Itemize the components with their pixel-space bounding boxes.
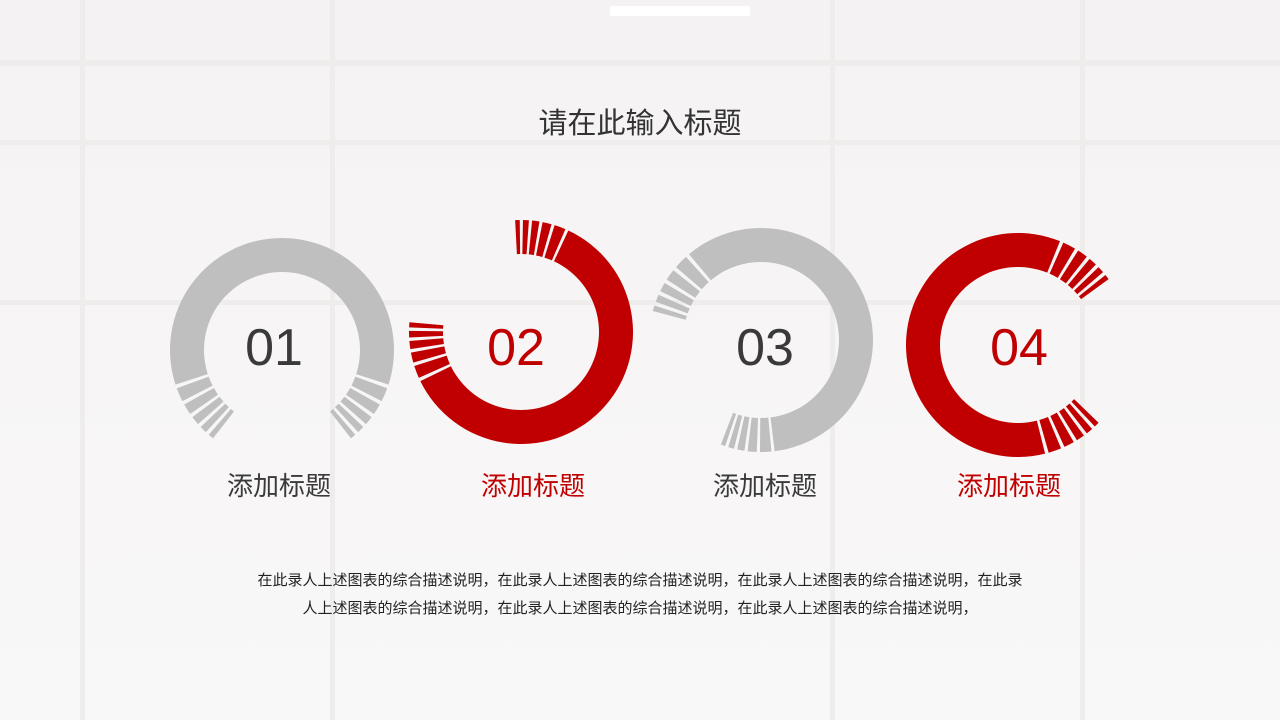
ring-stripe bbox=[536, 222, 552, 257]
ring-stripe bbox=[408, 330, 444, 338]
ring-stripe bbox=[655, 294, 690, 314]
description-line-1: 在此录人上述图表的综合描述说明，在此录人上述图表的综合描述说明，在此录人上述图表… bbox=[257, 571, 1023, 589]
ring-stripe bbox=[335, 403, 364, 433]
ring-stripe bbox=[184, 387, 218, 415]
ring-2 bbox=[408, 220, 633, 445]
ring-stripe bbox=[544, 225, 566, 261]
ring-stripe bbox=[409, 322, 444, 329]
ring-stripe bbox=[1074, 267, 1104, 295]
item-number-3: 03 bbox=[736, 319, 794, 377]
item-label-2: 添加标题 bbox=[480, 472, 585, 502]
ring-stripe bbox=[737, 416, 750, 451]
item-number-1: 01 bbox=[245, 319, 303, 377]
ring-1 bbox=[170, 238, 395, 439]
ring-arc bbox=[689, 228, 874, 452]
ring-stripe bbox=[515, 220, 521, 255]
ring-stripe bbox=[192, 396, 224, 425]
ring-arc bbox=[906, 233, 1060, 457]
ring-stripe bbox=[1067, 258, 1096, 289]
ring-stripe bbox=[409, 338, 444, 350]
ring-stripe bbox=[522, 220, 529, 255]
ring-stripe bbox=[747, 417, 759, 452]
ring-stripe bbox=[660, 283, 694, 306]
ring-stripe bbox=[1078, 274, 1109, 300]
item-number-2: 02 bbox=[487, 319, 545, 377]
item-label-1: 添加标题 bbox=[226, 472, 331, 502]
ring-stripe bbox=[1039, 417, 1062, 453]
ring-stripe bbox=[351, 376, 388, 402]
ring-stripe bbox=[666, 270, 700, 298]
ring-arc bbox=[420, 230, 633, 445]
ring-stripe bbox=[528, 220, 540, 256]
item-label-3: 添加标题 bbox=[712, 472, 817, 502]
ring-stripe bbox=[340, 396, 372, 425]
ring-stripe bbox=[720, 412, 737, 447]
ring-stripe bbox=[675, 256, 709, 290]
ring-stripe bbox=[414, 355, 450, 378]
ring-stripe bbox=[728, 414, 743, 449]
ring-stripe bbox=[652, 305, 687, 320]
ring-stripe bbox=[346, 387, 380, 415]
slide-title: 请在此输入标题 bbox=[538, 106, 742, 140]
ring-stripe bbox=[200, 403, 229, 433]
item-label-4: 添加标题 bbox=[956, 472, 1061, 502]
ring-stripe bbox=[208, 408, 234, 439]
ring-4 bbox=[906, 233, 1109, 457]
ring-arc bbox=[170, 238, 395, 385]
ring-stripe bbox=[759, 417, 772, 452]
ring-stripe bbox=[1059, 408, 1084, 441]
ring-3 bbox=[652, 228, 874, 452]
item-number-4: 04 bbox=[990, 319, 1048, 377]
ring-stripe bbox=[330, 408, 356, 439]
ring-stripe bbox=[410, 346, 446, 363]
ring-stripe bbox=[1049, 242, 1076, 278]
ring-stripe bbox=[1050, 412, 1074, 447]
description-line-2: 人上述图表的综合描述说明，在此录人上述图表的综合描述说明，在此录人上述图表的综合… bbox=[302, 599, 978, 617]
ring-stripe bbox=[1071, 399, 1099, 427]
ring-stripe bbox=[1065, 403, 1093, 434]
ring-stripe bbox=[176, 376, 213, 402]
ring-stripe bbox=[1059, 250, 1087, 284]
